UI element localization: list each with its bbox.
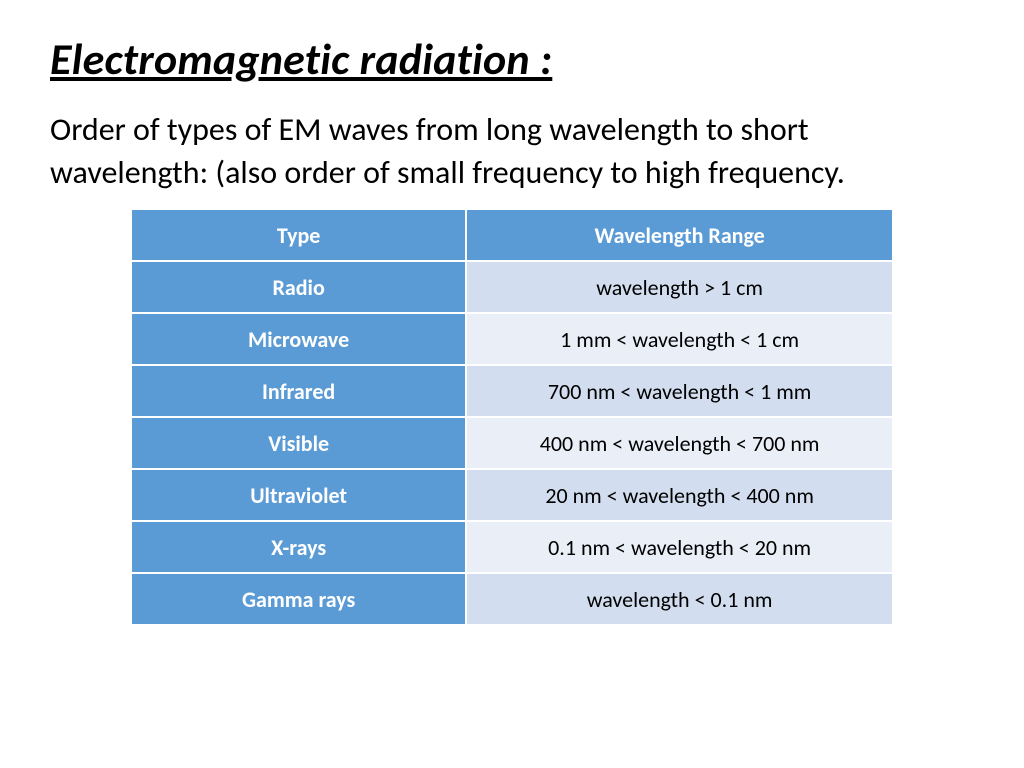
table-row: Ultraviolet20 nm < wavelength < 400 nm [131, 469, 893, 521]
em-table: Type Wavelength Range Radiowavelength > … [130, 208, 894, 626]
em-type-cell: Infrared [131, 365, 466, 417]
page-subtitle: Order of types of EM waves from long wav… [50, 108, 950, 194]
table-row: Radiowavelength > 1 cm [131, 261, 893, 313]
em-type-cell: X-rays [131, 521, 466, 573]
em-range-cell: wavelength > 1 cm [466, 261, 893, 313]
em-type-cell: Visible [131, 417, 466, 469]
em-range-cell: 20 nm < wavelength < 400 nm [466, 469, 893, 521]
table-row: X-rays0.1 nm < wavelength < 20 nm [131, 521, 893, 573]
table-row: Gamma rayswavelength < 0.1 nm [131, 573, 893, 625]
em-type-cell: Microwave [131, 313, 466, 365]
em-range-cell: 400 nm < wavelength < 700 nm [466, 417, 893, 469]
em-type-cell: Ultraviolet [131, 469, 466, 521]
em-type-cell: Gamma rays [131, 573, 466, 625]
page-title: Electromagnetic radiation : [50, 32, 974, 86]
table-row: Visible400 nm < wavelength < 700 nm [131, 417, 893, 469]
table-row: Infrared700 nm < wavelength < 1 mm [131, 365, 893, 417]
em-range-cell: 0.1 nm < wavelength < 20 nm [466, 521, 893, 573]
em-table-container: Type Wavelength Range Radiowavelength > … [130, 208, 894, 626]
table-header-row: Type Wavelength Range [131, 209, 893, 261]
table-row: Microwave1 mm < wavelength < 1 cm [131, 313, 893, 365]
em-range-cell: wavelength < 0.1 nm [466, 573, 893, 625]
col-header-type: Type [131, 209, 466, 261]
em-range-cell: 700 nm < wavelength < 1 mm [466, 365, 893, 417]
em-range-cell: 1 mm < wavelength < 1 cm [466, 313, 893, 365]
col-header-range: Wavelength Range [466, 209, 893, 261]
em-type-cell: Radio [131, 261, 466, 313]
